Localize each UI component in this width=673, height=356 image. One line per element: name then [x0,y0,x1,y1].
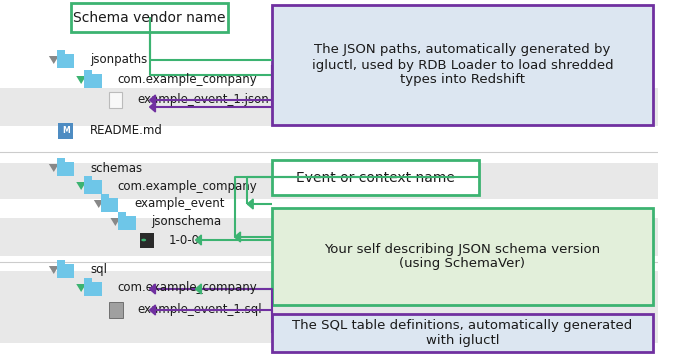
Text: Your self describing JSON schema version
(using SchemaVer): Your self describing JSON schema version… [324,242,600,271]
Bar [84,180,102,194]
Text: sql: sql [90,263,107,277]
Polygon shape [110,218,120,226]
Polygon shape [76,76,86,84]
Bar [57,162,74,176]
Circle shape [141,239,146,241]
Text: 1-0-0: 1-0-0 [169,234,200,246]
Bar [84,278,92,282]
Bar [57,158,65,162]
Text: The SQL table definitions, automatically generated
with igluctl: The SQL table definitions, automatically… [292,319,633,347]
Bar [140,233,154,248]
Bar [57,50,65,54]
Bar [84,282,102,296]
Polygon shape [149,284,155,294]
Polygon shape [76,182,86,190]
Bar [0,163,658,199]
Text: com.example_company: com.example_company [117,179,257,193]
Bar [110,92,122,108]
Text: jsonpaths: jsonpaths [90,53,147,67]
FancyBboxPatch shape [272,160,479,195]
Polygon shape [235,232,240,242]
Bar [101,198,118,212]
Text: example_event_1.sql: example_event_1.sql [138,304,262,316]
Bar [58,123,73,139]
FancyBboxPatch shape [71,3,227,32]
Bar [118,212,126,216]
Polygon shape [149,102,155,112]
Polygon shape [49,56,59,64]
Bar [57,264,74,278]
Text: com.example_company: com.example_company [117,73,257,87]
Polygon shape [49,266,59,274]
Bar [0,307,658,343]
Polygon shape [195,284,201,294]
Bar [0,271,658,307]
Bar [0,88,658,126]
Text: Event or context name: Event or context name [296,171,455,184]
Polygon shape [49,164,59,172]
FancyBboxPatch shape [272,5,653,125]
Bar [57,260,65,264]
Text: The JSON paths, automatically generated by
igluctl, used by RDB Loader to load s: The JSON paths, automatically generated … [312,43,613,87]
Text: example_event_1.json: example_event_1.json [138,94,270,106]
Bar [0,218,658,256]
Text: jsonschema: jsonschema [151,215,221,229]
Polygon shape [247,199,253,209]
Polygon shape [195,235,201,245]
Bar [101,194,108,198]
Text: com.example_company: com.example_company [117,282,257,294]
Text: example_event: example_event [134,198,224,210]
FancyBboxPatch shape [272,314,653,352]
Polygon shape [94,200,104,208]
FancyBboxPatch shape [272,208,653,305]
Bar [108,302,123,318]
Bar [57,54,74,68]
Polygon shape [76,284,86,292]
Text: schemas: schemas [90,162,142,174]
Bar [84,70,92,74]
Bar [84,176,92,180]
Polygon shape [149,305,155,315]
Text: README.md: README.md [90,125,163,137]
Text: Schema vendor name: Schema vendor name [73,10,226,25]
Bar [84,74,102,88]
Polygon shape [149,95,155,105]
Text: M: M [63,126,71,136]
Bar [118,216,136,230]
